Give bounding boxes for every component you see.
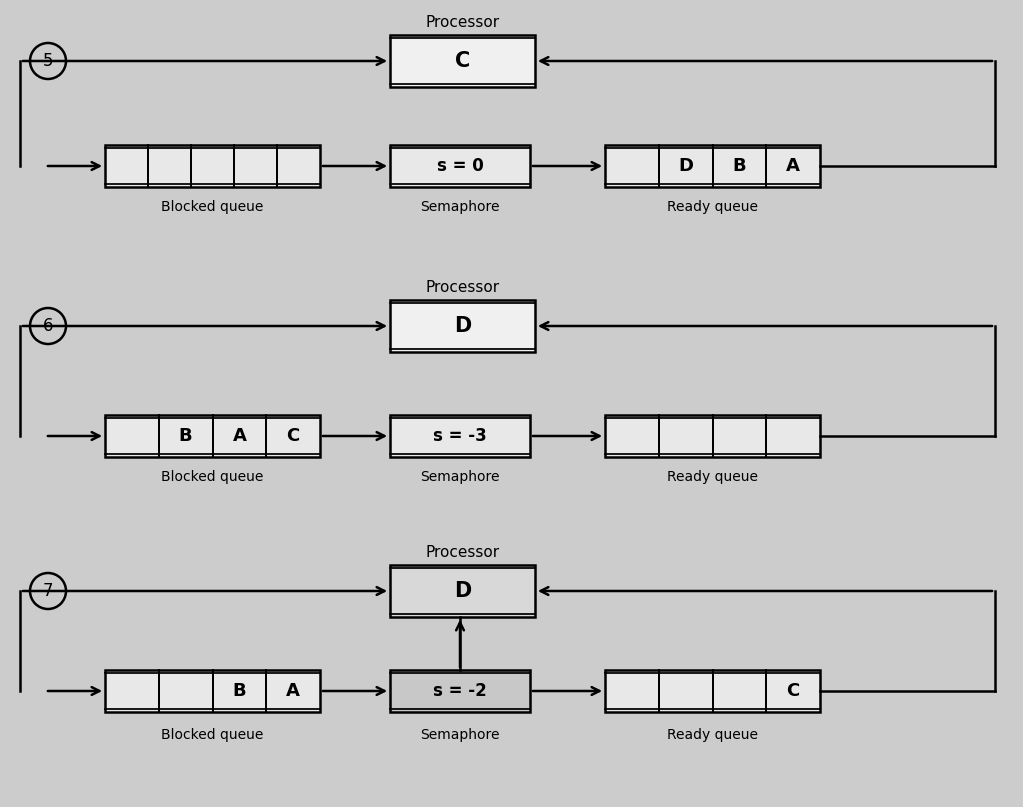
Bar (390, 565, 535, 617)
Text: Blocked queue: Blocked queue (162, 728, 264, 742)
Bar (390, 415, 530, 457)
Text: 6: 6 (43, 317, 53, 335)
Bar (390, 145, 530, 187)
Bar (105, 670, 320, 712)
Bar (105, 145, 320, 187)
Bar (390, 415, 530, 457)
Text: Blocked queue: Blocked queue (162, 470, 264, 484)
Text: C: C (455, 51, 471, 71)
Text: D: D (454, 581, 472, 601)
Text: s = 0: s = 0 (437, 157, 484, 175)
Bar (605, 145, 820, 187)
Text: Ready queue: Ready queue (667, 470, 758, 484)
Text: Ready queue: Ready queue (667, 728, 758, 742)
Bar (390, 145, 530, 187)
Text: Ready queue: Ready queue (667, 200, 758, 214)
Bar (605, 415, 820, 457)
Text: Semaphore: Semaphore (420, 200, 500, 214)
Bar (390, 670, 530, 712)
Bar (605, 670, 820, 712)
Text: B: B (232, 682, 247, 700)
Text: s = -3: s = -3 (433, 427, 487, 445)
Text: 5: 5 (43, 52, 53, 70)
Bar (390, 300, 535, 352)
Bar (105, 415, 320, 457)
Text: A: A (286, 682, 300, 700)
Text: A: A (787, 157, 800, 175)
Bar (105, 415, 320, 457)
Bar (390, 670, 530, 712)
Text: Processor: Processor (426, 280, 499, 295)
Bar (605, 145, 820, 187)
Text: A: A (232, 427, 247, 445)
Text: B: B (732, 157, 746, 175)
Bar (105, 670, 320, 712)
Text: D: D (678, 157, 694, 175)
Text: D: D (454, 316, 472, 336)
Text: s = -2: s = -2 (433, 682, 487, 700)
Text: Processor: Processor (426, 545, 499, 560)
Bar (105, 145, 320, 187)
Text: Blocked queue: Blocked queue (162, 200, 264, 214)
Bar (605, 670, 820, 712)
Bar (390, 35, 535, 87)
Bar (390, 300, 535, 352)
Text: C: C (787, 682, 800, 700)
Text: 7: 7 (43, 582, 53, 600)
Text: Semaphore: Semaphore (420, 728, 500, 742)
Text: Semaphore: Semaphore (420, 470, 500, 484)
Bar (605, 415, 820, 457)
Text: C: C (286, 427, 300, 445)
Bar (390, 565, 535, 617)
Bar (390, 35, 535, 87)
Text: B: B (179, 427, 192, 445)
Text: Processor: Processor (426, 15, 499, 30)
